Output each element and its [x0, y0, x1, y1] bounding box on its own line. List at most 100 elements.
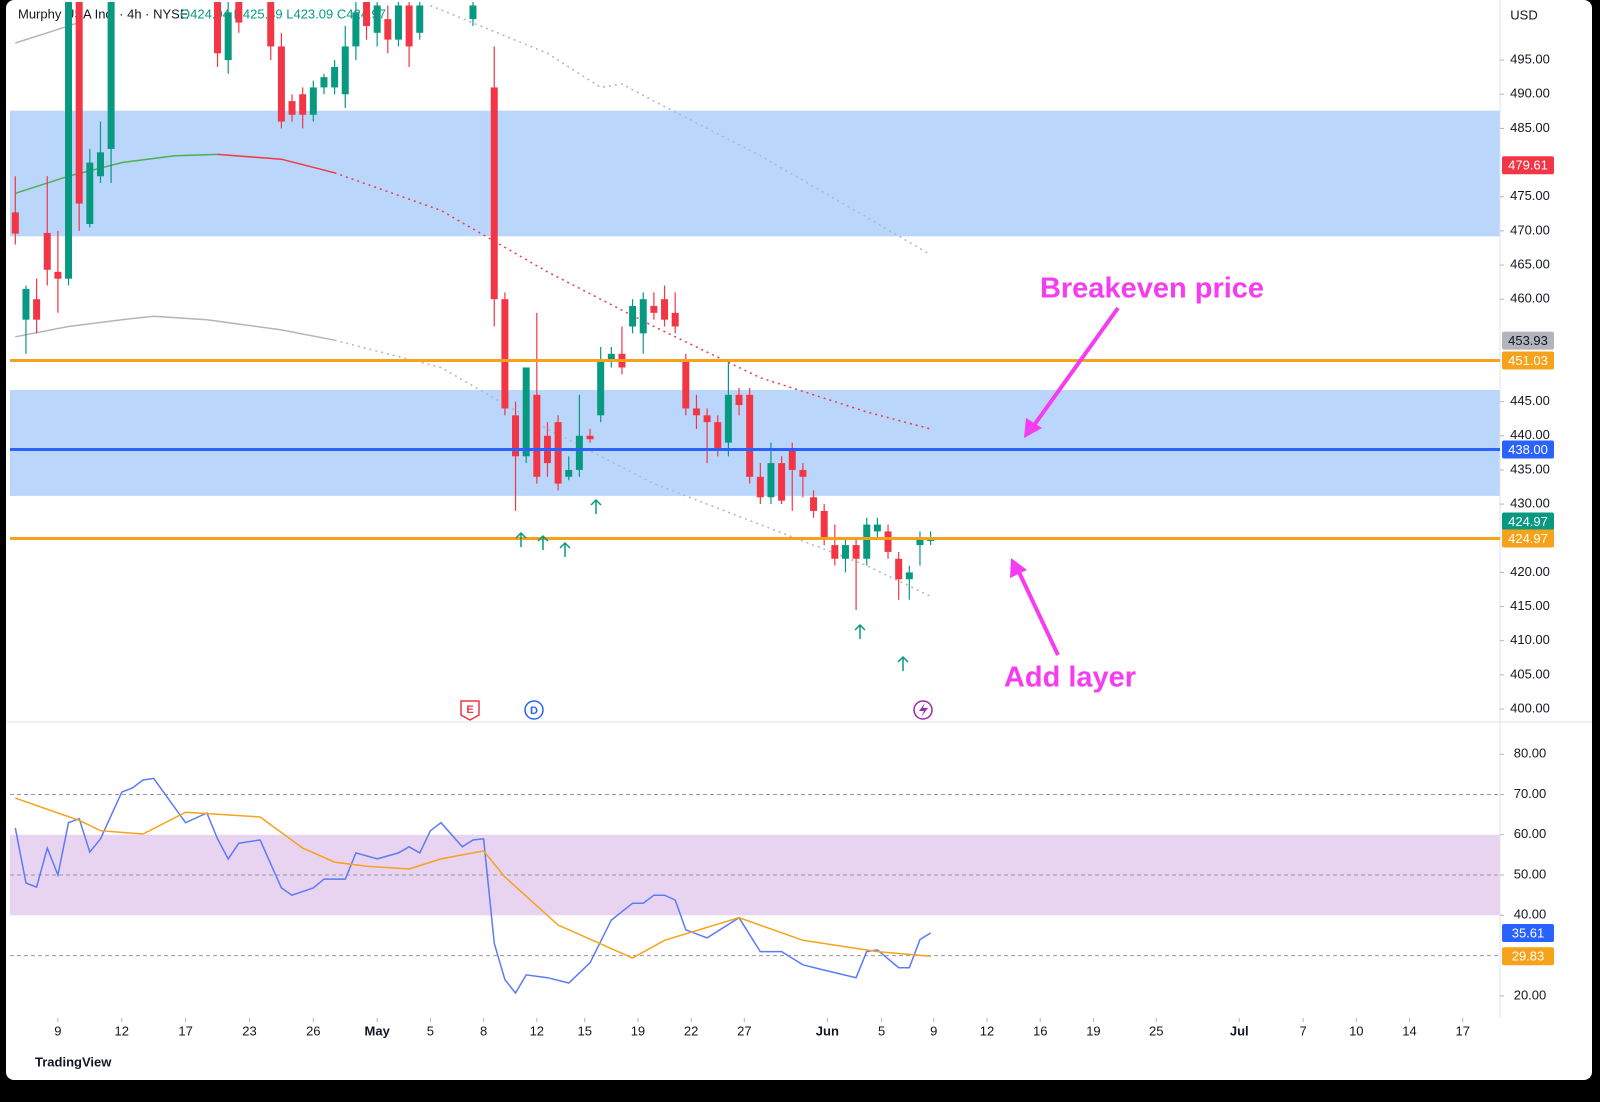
x-tick-label: 12 [980, 1023, 994, 1038]
price-tag-label: 424.97 [1508, 514, 1548, 529]
zone [10, 390, 1500, 496]
candle-body [873, 524, 881, 532]
x-tick-label: 16 [1033, 1023, 1047, 1038]
x-tick-label: 12 [115, 1023, 129, 1038]
x-tick-label: May [365, 1023, 391, 1038]
x-tick-label: 10 [1349, 1023, 1363, 1038]
price-tag [1502, 331, 1554, 350]
candle-body [735, 394, 743, 406]
event-label: E [466, 704, 473, 716]
candle-body [916, 538, 924, 546]
candle-body [373, 5, 381, 33]
candle-body [469, 5, 477, 20]
candle-body [54, 271, 62, 279]
rsi-line [15, 797, 931, 959]
y-tick-label: 40.00 [1514, 907, 1547, 922]
candle-body [501, 299, 509, 409]
x-tick-label: 23 [242, 1023, 256, 1038]
x-tick-label: 8 [480, 1023, 487, 1038]
price-tag-label: 424.97 [1508, 531, 1548, 546]
candle-body [512, 415, 520, 457]
earnings-icon[interactable] [460, 700, 480, 721]
price-tag-label: 453.93 [1508, 333, 1548, 348]
y-tick-label: 485.00 [1510, 120, 1550, 135]
brand: TradingView [35, 1054, 112, 1069]
candle-body [267, 2, 275, 47]
overlay-line [15, 153, 218, 195]
annotations: Breakeven price Add layer [1004, 273, 1264, 694]
candle-body [607, 353, 615, 361]
price-tag [1502, 512, 1554, 531]
price-tag [1502, 923, 1554, 942]
candle-body [778, 463, 786, 501]
candle-body [533, 394, 541, 477]
overlay-line [217, 153, 335, 174]
x-tick-label: 27 [737, 1023, 751, 1038]
x-tick-label: 17 [1456, 1023, 1470, 1038]
lightning [919, 703, 928, 717]
x-tick-label: Jul [1230, 1023, 1249, 1038]
candle-body [629, 306, 637, 327]
candle-body [299, 94, 307, 115]
candle-body [650, 306, 658, 313]
candle-body [554, 422, 562, 484]
event-label: D [530, 705, 538, 717]
candle-body [639, 299, 647, 334]
candle-body [490, 87, 498, 300]
candle-body [788, 449, 796, 470]
candle-body [288, 101, 296, 115]
y-tick-label: 435.00 [1510, 461, 1550, 476]
x-tick-label: 14 [1402, 1023, 1416, 1038]
currency: USD [1510, 7, 1537, 22]
candle-body [416, 5, 424, 33]
price-tag [1502, 947, 1554, 966]
candle-body [767, 463, 775, 498]
candle-body [799, 469, 807, 477]
x-tick-label: 26 [306, 1023, 320, 1038]
candle-body [331, 66, 339, 88]
candle-body [96, 152, 104, 177]
candle-body [65, 2, 73, 279]
x-tick-label: 17 [178, 1023, 192, 1038]
candle-body [107, 2, 115, 149]
x-tick-label: 7 [1299, 1023, 1306, 1038]
x-tick-label: 15 [577, 1023, 591, 1038]
x-tick-label: 9 [930, 1023, 937, 1038]
candle-body [277, 46, 285, 122]
arrow-head [1024, 418, 1042, 438]
candle-body [320, 77, 328, 88]
annotation: Add layer [1004, 662, 1136, 694]
y-tick-label: 440.00 [1510, 427, 1550, 442]
candle-body [810, 497, 818, 511]
symbol-title: Murphy USA Inc. · 4h · NYSE [18, 6, 189, 21]
annotation: Breakeven price [1040, 273, 1264, 305]
candle-body [565, 469, 573, 477]
candle-body [75, 2, 83, 204]
x-tick-label: 19 [1086, 1023, 1100, 1038]
candle-body [682, 360, 690, 409]
candle-body [214, 2, 222, 54]
overlay-line [334, 172, 931, 430]
candle-body [884, 531, 892, 552]
candle-body [394, 5, 402, 40]
candle-body [703, 415, 711, 423]
signal-arrow [897, 655, 909, 671]
candle-body [661, 299, 669, 320]
dividend-icon[interactable] [524, 700, 544, 720]
candle-body [905, 572, 913, 580]
price-tag-label: 438.00 [1508, 442, 1548, 457]
overlay-line [430, 4, 931, 256]
y-tick-label: 465.00 [1510, 256, 1550, 271]
x-tick-label: 5 [427, 1023, 434, 1038]
price-tag [1502, 156, 1554, 175]
price-tag-label: 35.61 [1512, 925, 1545, 940]
y-tick-label: 470.00 [1510, 222, 1550, 237]
x-tick-label: 9 [54, 1023, 61, 1038]
x-tick-label: 5 [878, 1023, 885, 1038]
y-tick-label: 50.00 [1514, 866, 1547, 881]
candle-body [309, 87, 317, 115]
candle-body [43, 232, 51, 270]
price-tag [1502, 440, 1554, 459]
